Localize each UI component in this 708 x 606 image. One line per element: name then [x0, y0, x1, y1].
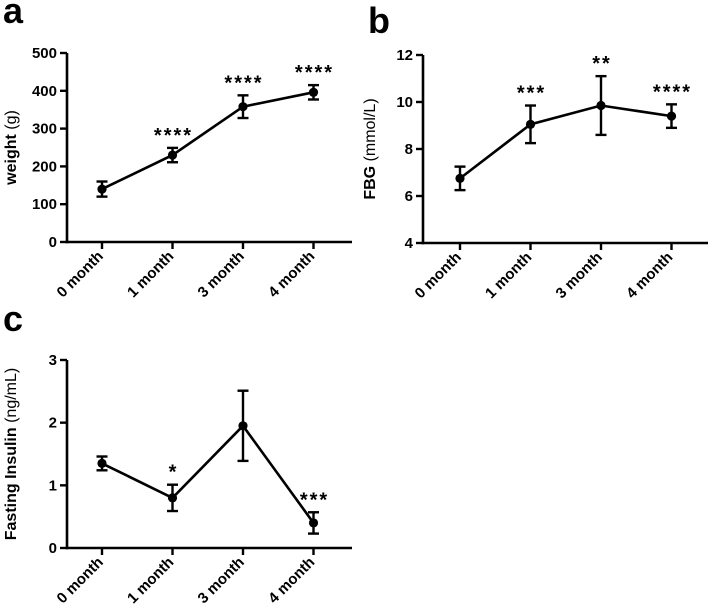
significance-stars: ***: [517, 83, 546, 105]
y-axis-title: FBG (mmol/L): [362, 98, 379, 199]
chart-fbg: 4 6 8 10 12 0 month 1 month 3 month 4 month FBG (…: [362, 47, 708, 302]
significance-stars: ****: [653, 81, 692, 103]
y-tick-label: 200: [32, 158, 57, 175]
y-axis-ticks: 0 100 200 300 400 500: [32, 45, 67, 251]
y-tick-label: 12: [396, 47, 413, 64]
significance-stars: *: [169, 462, 179, 484]
data-point-marker: [596, 100, 606, 111]
significance-stars: ****: [295, 62, 334, 84]
x-category-label: 4 month: [265, 248, 318, 301]
significance-labels: *********: [517, 53, 692, 105]
y-tick-label: 4: [405, 235, 414, 252]
error-bars: [454, 74, 677, 192]
data-point-marker: [238, 421, 248, 431]
panel-letter-a: a: [3, 0, 24, 31]
chart-fasting-insulin: 0 1 2 3 0 month 1 month 3 month 4 month Fasting …: [3, 352, 352, 606]
significance-labels: **** **** ****: [154, 62, 334, 147]
x-category-label: 4 month: [265, 554, 318, 606]
data-point-marker: [167, 150, 178, 160]
data-points: [97, 421, 319, 528]
y-tick-label: 8: [405, 141, 413, 158]
data-point-marker: [525, 119, 536, 129]
data-point-marker: [308, 87, 319, 97]
data-point-marker: [308, 518, 319, 528]
data-points: [97, 87, 319, 194]
y-axis-title: weight (g): [3, 110, 20, 186]
x-axis-ticks: 0 month 1 month 3 month 4 month: [412, 243, 676, 302]
chart-weight: 0 100 200 300 400 500 0 month 1 month 3 month 4 m…: [3, 45, 352, 301]
panel-letter-c: c: [3, 298, 24, 339]
y-tick-label: 300: [32, 121, 57, 138]
x-axis-ticks: 0 month 1 month 3 month 4 month: [54, 242, 318, 301]
data-point-marker: [238, 102, 248, 112]
data-series-line: [459, 104, 672, 180]
significance-stars: **: [592, 53, 612, 75]
x-category-label: 3 month: [195, 554, 248, 606]
y-tick-label: 500: [32, 45, 57, 62]
y-tick-label: 0: [49, 540, 57, 557]
axes: [65, 360, 352, 550]
data-point-marker: [455, 173, 465, 183]
data-point-marker: [97, 458, 107, 468]
y-tick-label: 6: [405, 188, 413, 205]
y-tick-label: 10: [396, 94, 413, 111]
x-category-label: 0 month: [412, 249, 465, 302]
y-axis-ticks: 0 1 2 3: [49, 352, 67, 557]
data-point-marker: [167, 493, 178, 503]
y-axis-ticks: 4 6 8 10 12: [396, 47, 423, 252]
y-tick-label: 2: [49, 415, 57, 432]
panel-letter-b: b: [368, 0, 390, 41]
data-series-line: [101, 91, 314, 191]
significance-stars: ****: [154, 125, 193, 147]
y-tick-label: 400: [32, 83, 57, 100]
significance-stars: ****: [224, 72, 263, 94]
x-category-label: 0 month: [54, 554, 107, 606]
data-point-marker: [97, 184, 107, 194]
x-category-label: 1 month: [124, 554, 177, 606]
x-category-label: 3 month: [195, 248, 248, 301]
error-bars: [96, 389, 319, 535]
significance-labels: ****: [169, 462, 329, 512]
y-tick-label: 0: [49, 234, 57, 251]
x-category-label: 3 month: [553, 249, 606, 302]
error-bars: [96, 83, 319, 198]
data-points: [455, 100, 677, 183]
y-tick-label: 3: [49, 352, 57, 369]
x-category-label: 1 month: [482, 249, 535, 302]
y-tick-label: 1: [49, 477, 57, 494]
data-series-line: [101, 423, 315, 524]
significance-stars: ***: [300, 489, 329, 511]
x-category-label: 4 month: [623, 249, 676, 302]
x-axis-ticks: 0 month 1 month 3 month 4 month: [54, 548, 318, 606]
data-point-marker: [666, 111, 677, 121]
axes: [65, 53, 352, 244]
y-tick-label: 100: [32, 196, 57, 213]
y-axis-title: Fasting Insulin (ng/mL): [3, 368, 20, 540]
x-category-label: 1 month: [124, 248, 177, 301]
x-category-label: 0 month: [54, 248, 107, 301]
